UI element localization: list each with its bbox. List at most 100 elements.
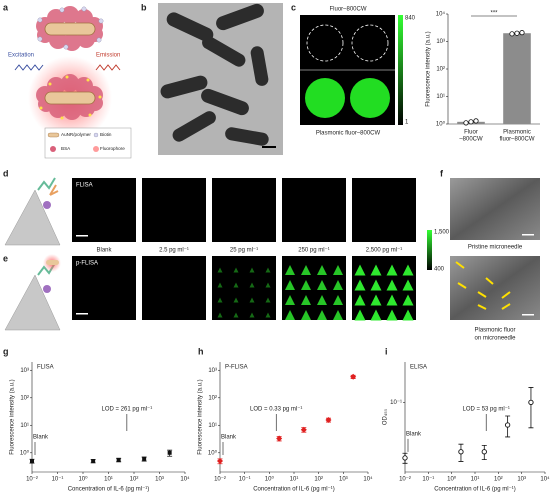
x-tick-label: Fluor <box>464 130 478 136</box>
colorbar-label: 400 <box>434 267 445 273</box>
fluorescence-spot <box>386 309 398 321</box>
fluorescence-spot <box>233 267 239 273</box>
annotation: Blank <box>221 435 237 441</box>
panel-label: i <box>385 346 388 356</box>
data-point <box>528 399 534 405</box>
significance-label: *** <box>490 11 498 17</box>
y-axis-label: Fluorescence intensity (a.u.) <box>198 379 204 454</box>
fluorescence-image <box>142 256 206 320</box>
fluorescence-image <box>282 178 346 242</box>
error-bar <box>528 387 534 429</box>
fluorescence-spot <box>354 264 366 276</box>
y-tick-label: 10² <box>208 395 217 401</box>
data-point <box>142 456 147 461</box>
fluorescence-spot <box>386 294 398 306</box>
row-label: FLISA <box>76 183 93 189</box>
x-tick-label: 10⁻² <box>26 477 38 483</box>
x-tick-label: 10² <box>130 477 139 483</box>
y-tick-label: 10³ <box>20 368 29 374</box>
caption: Pristine microneedle <box>468 245 523 251</box>
bar <box>503 33 531 124</box>
fluorescence-spot <box>317 295 327 305</box>
fluorescence-spot <box>370 294 382 306</box>
fluorescence-spot <box>233 297 239 303</box>
x-tick-label: fluor–800CW <box>499 137 534 143</box>
microneedle-cartoon <box>4 177 61 331</box>
fluorescence-spot <box>217 267 223 273</box>
x-tick-label: 10⁰ <box>78 476 88 483</box>
fluorescence-spot <box>354 279 366 291</box>
y-tick-label: 10³ <box>208 368 217 374</box>
x-tick-label: 10⁰ <box>447 476 457 483</box>
data-point <box>350 373 357 380</box>
caption: on microneedle <box>474 336 516 342</box>
image-label: Plasmonic fluor–800CW <box>316 131 381 137</box>
x-tick-label: 10⁻¹ <box>239 477 251 483</box>
fluorescence-spot <box>265 267 271 273</box>
fluorescence-spot <box>301 280 311 290</box>
panel-label: c <box>291 2 296 12</box>
x-tick-label: 10² <box>314 477 323 483</box>
fluorescence-spot <box>285 310 295 320</box>
fluorescence-spot <box>370 264 382 276</box>
data-point <box>276 435 283 442</box>
fluorescence-spot <box>285 265 295 275</box>
y-tick-label: 10⁰ <box>208 449 218 456</box>
data-point <box>325 416 332 423</box>
colorbar-label: 1,500 <box>434 230 450 236</box>
fluorescence-spot <box>386 264 398 276</box>
replicate-point <box>519 30 525 36</box>
x-tick-label: 10³ <box>339 477 348 483</box>
fluorescence-spot <box>354 309 366 321</box>
column-label: 250 pg ml⁻¹ <box>298 248 330 254</box>
x-tick-label: 10⁴ <box>180 476 190 483</box>
fluorescence-image <box>212 256 276 320</box>
chart-title: ELISA <box>410 365 427 371</box>
fluorescence-spot <box>370 309 382 321</box>
emission-label: Emission <box>96 53 120 59</box>
replicate-point <box>514 30 520 36</box>
x-tick-label: 10⁰ <box>265 476 275 483</box>
fluorescence-spot <box>333 310 343 320</box>
y-tick-label: 10² <box>20 395 29 401</box>
replicate-point <box>509 31 515 37</box>
x-tick-label: 10² <box>494 477 503 483</box>
fluorescence-spot <box>233 312 239 318</box>
panel-label: d <box>3 168 9 178</box>
tem-image <box>158 3 283 155</box>
data-point <box>30 459 34 464</box>
fluorescence-spot <box>285 280 295 290</box>
fluorescence-spot <box>217 312 223 318</box>
column-label: 2.5 pg ml⁻¹ <box>159 248 189 254</box>
y-tick-label: 10⁴ <box>436 11 446 18</box>
panel-label: h <box>198 346 204 356</box>
fluorescence-spot <box>354 294 366 306</box>
fluorescence-spot <box>333 295 343 305</box>
fluorescence-spot <box>265 297 271 303</box>
y-tick-label: 10¹ <box>436 94 445 100</box>
replicate-point <box>463 120 469 126</box>
x-tick-label: 10¹ <box>104 477 113 483</box>
data-point <box>91 459 96 464</box>
fluorescence-spot <box>402 279 414 291</box>
x-tick-label: 10⁻² <box>214 477 226 483</box>
y-tick-label: 10¹ <box>20 423 29 429</box>
image-label: Fluor–800CW <box>329 7 366 13</box>
annotation: Blank <box>406 432 422 438</box>
x-tick-label: 10⁻¹ <box>422 477 434 483</box>
y-tick-label: 10¹ <box>208 423 217 429</box>
y-axis-label: Fluorescence intensity (a.u.) <box>426 31 432 106</box>
colorbar <box>427 230 432 270</box>
y-axis-label: Fluorescence intensity (a.u.) <box>10 379 16 454</box>
fluorescence-spot <box>333 265 343 275</box>
colorbar-label: 840 <box>405 16 416 22</box>
fluorescence-spot <box>301 295 311 305</box>
fluorescence-spot <box>217 282 223 288</box>
row-label: p-FLISA <box>76 261 98 267</box>
data-point <box>167 450 172 455</box>
y-tick-label: 10² <box>436 67 445 73</box>
fluorescence-spot <box>285 295 295 305</box>
panel-label: e <box>3 253 8 263</box>
fluorescence-spot <box>317 310 327 320</box>
x-tick-label: 10³ <box>155 477 164 483</box>
